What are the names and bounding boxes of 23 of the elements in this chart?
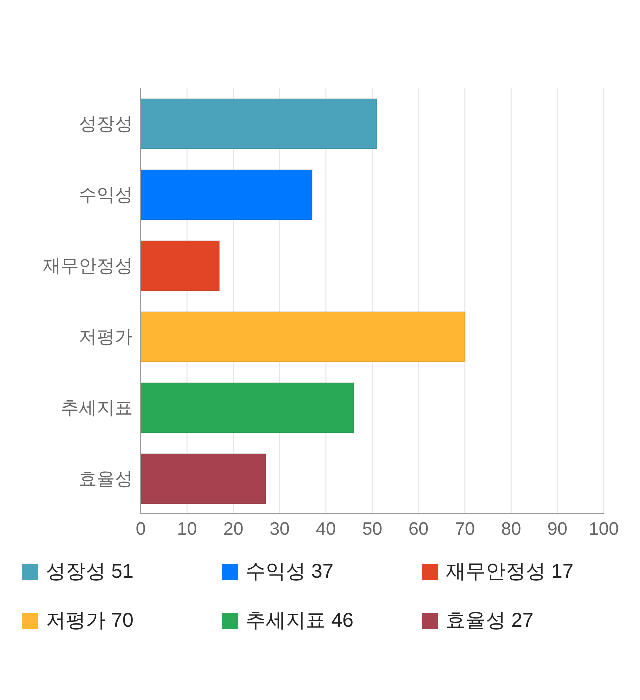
y-tick-label: 효율성: [79, 468, 133, 489]
x-tick-label: 0: [136, 518, 146, 539]
x-tick-label: 10: [177, 518, 198, 539]
legend-label: 수익성 37: [246, 560, 334, 585]
y-tick-label: 수익성: [79, 184, 133, 205]
legend-label: 성장성 51: [46, 560, 134, 585]
x-tick-label: 100: [588, 518, 620, 539]
y-tick-label: 재무안정성: [43, 256, 133, 276]
y-tick-label: 성장성: [79, 114, 133, 134]
x-tick-label: 60: [408, 518, 429, 539]
x-tick-label: 20: [224, 518, 244, 539]
legend-label: 추세지표 46: [246, 609, 354, 634]
x-tick-label: 70: [455, 518, 476, 539]
y-tick-label: 저평가: [79, 326, 133, 347]
legend-label: 효율성 27: [446, 609, 534, 634]
x-tick-label: 50: [362, 518, 383, 539]
x-tick-label: 40: [316, 518, 336, 539]
x-tick-label: 90: [548, 518, 568, 539]
y-tick-label: 추세지표: [61, 398, 133, 418]
x-tick-label: 30: [270, 518, 290, 539]
legend-label: 저평가 70: [46, 609, 134, 634]
x-tick-label: 80: [501, 518, 522, 539]
legend-label: 재무안정성 17: [446, 560, 574, 585]
